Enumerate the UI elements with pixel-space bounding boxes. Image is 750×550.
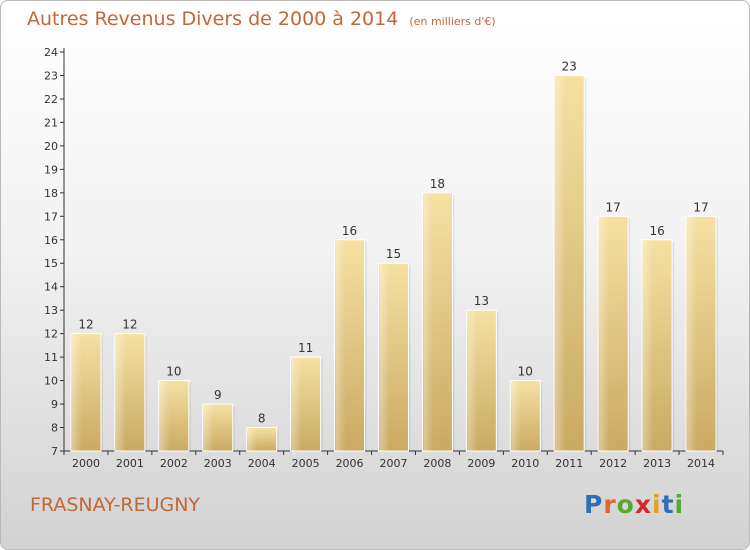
- commune-name: FRASNAY-REUGNY: [30, 494, 201, 516]
- data-label: 9: [214, 388, 222, 402]
- bars: [70, 74, 719, 452]
- x-tick-label: 2009: [467, 457, 495, 470]
- bar-highlight: [423, 193, 434, 451]
- y-tick-label: 22: [44, 93, 58, 106]
- x-tick-label: 2003: [204, 457, 232, 470]
- x-tick-label: 2012: [599, 457, 627, 470]
- x-tick-label: 2001: [116, 457, 144, 470]
- y-tick-label: 10: [44, 375, 58, 388]
- y-tick-label: 8: [51, 422, 58, 435]
- x-tick-label: 2004: [248, 457, 276, 470]
- y-tick-label: 12: [44, 328, 58, 341]
- x-tick-label: 2010: [511, 457, 539, 470]
- x-tick-label: 2013: [643, 457, 671, 470]
- bar-highlight: [159, 381, 170, 451]
- data-label: 11: [298, 341, 313, 355]
- data-label: 12: [122, 318, 137, 332]
- x-tick-label: 2008: [423, 457, 451, 470]
- logo-letter: r: [603, 490, 617, 519]
- labels: 2000 12 2001 12 2002 10 2003 9 2004 8 2005 11 2006 16…: [72, 59, 715, 470]
- data-label: 8: [258, 412, 266, 426]
- data-label: 10: [518, 365, 533, 379]
- bar-highlight: [467, 311, 478, 451]
- proxiti-logo[interactable]: Proxiti: [584, 490, 684, 519]
- logo-letter: i: [652, 490, 662, 519]
- y-tick-label: 23: [44, 69, 58, 82]
- y-tick-label: 11: [44, 351, 58, 364]
- bar-highlight: [379, 264, 390, 451]
- data-label: 13: [474, 294, 489, 308]
- data-label: 15: [386, 247, 401, 261]
- x-tick-label: 2002: [160, 457, 188, 470]
- bar-highlight: [599, 217, 610, 451]
- x-tick-label: 2007: [380, 457, 408, 470]
- y-tick-label: 14: [44, 281, 58, 294]
- logo-letter: t: [661, 490, 675, 519]
- bar-highlight: [555, 76, 566, 452]
- data-label: 17: [606, 200, 621, 214]
- y-tick-label: 19: [44, 163, 58, 176]
- bar-highlight: [71, 334, 82, 451]
- chart-unit: (en milliers d'€): [409, 15, 496, 28]
- data-label: 12: [78, 318, 93, 332]
- bar-highlight: [687, 217, 698, 451]
- x-tick-label: 2011: [555, 457, 583, 470]
- bar-highlight: [291, 358, 302, 451]
- logo-letter: x: [634, 490, 652, 519]
- bar-highlight: [643, 240, 654, 451]
- y-tick-label: 9: [51, 398, 58, 411]
- y-tick-label: 17: [44, 210, 58, 223]
- data-label: 10: [166, 365, 181, 379]
- x-tick-label: 2005: [292, 457, 320, 470]
- data-label: 17: [693, 200, 708, 214]
- logo-letter: i: [674, 490, 685, 519]
- y-tick-label: 13: [44, 304, 58, 317]
- y-tick-label: 21: [44, 116, 58, 129]
- y-tick-label: 7: [51, 445, 58, 458]
- title-row: Autres Revenus Divers de 2000 à 2014 (en…: [27, 8, 496, 30]
- data-label: 18: [430, 177, 445, 191]
- x-tick-label: 2006: [336, 457, 364, 470]
- y-tick-label: 24: [44, 46, 58, 59]
- chart-title: Autres Revenus Divers de 2000 à 2014: [27, 8, 399, 30]
- bar-highlight: [511, 381, 522, 451]
- data-label: 16: [342, 224, 357, 238]
- bar-highlight: [247, 428, 258, 451]
- logo-letter: o: [616, 490, 635, 519]
- bar-highlight: [115, 334, 126, 451]
- data-label: 16: [649, 224, 664, 238]
- logo-letter: P: [584, 490, 604, 519]
- y-tick-label: 20: [44, 140, 58, 153]
- bar-highlight: [203, 405, 214, 451]
- y-tick-label: 16: [44, 234, 58, 247]
- bar-highlight: [335, 240, 346, 451]
- y-tick-label: 18: [44, 187, 58, 200]
- y-tick-label: 15: [44, 257, 58, 270]
- x-tick-label: 2000: [72, 457, 100, 470]
- x-tick-label: 2014: [687, 457, 715, 470]
- data-label: 23: [562, 59, 577, 73]
